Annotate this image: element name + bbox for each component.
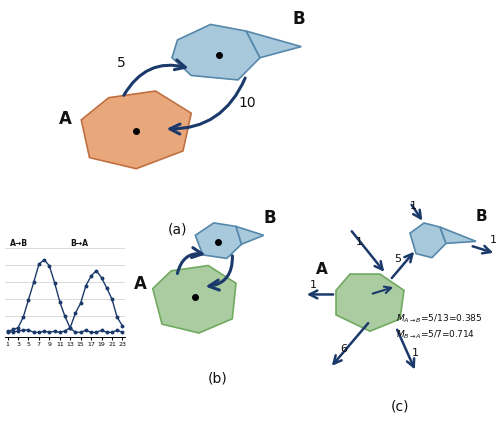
Text: $M_{B\rightarrow A}$=5/7=0.714: $M_{B\rightarrow A}$=5/7=0.714 [396,329,475,341]
Polygon shape [81,91,191,169]
Polygon shape [236,226,264,244]
Polygon shape [440,227,476,243]
Polygon shape [172,24,260,80]
Text: 1: 1 [490,235,497,246]
Text: 10: 10 [238,95,256,110]
Text: (c): (c) [391,400,409,414]
Text: 5: 5 [394,254,401,264]
Text: A→B: A→B [10,239,28,248]
Text: 1: 1 [310,280,317,290]
Text: 1: 1 [410,201,417,211]
Polygon shape [246,31,301,58]
Polygon shape [153,266,236,333]
Text: 6: 6 [340,344,347,354]
Text: B→A: B→A [70,239,88,248]
Text: (b): (b) [208,372,228,386]
Text: (a): (a) [168,222,187,236]
Polygon shape [410,223,446,258]
Text: 5: 5 [117,56,126,70]
Text: 1: 1 [412,348,419,358]
Polygon shape [336,274,404,331]
Text: $M_{A\rightarrow B}$=5/13=0.385: $M_{A\rightarrow B}$=5/13=0.385 [396,312,482,325]
Polygon shape [196,223,242,258]
Text: 1: 1 [356,238,363,247]
Text: A: A [316,262,328,277]
Text: B: B [293,10,306,28]
Text: A: A [134,274,147,293]
Text: B: B [264,209,276,227]
Text: B: B [476,209,488,224]
Text: A: A [60,110,72,128]
